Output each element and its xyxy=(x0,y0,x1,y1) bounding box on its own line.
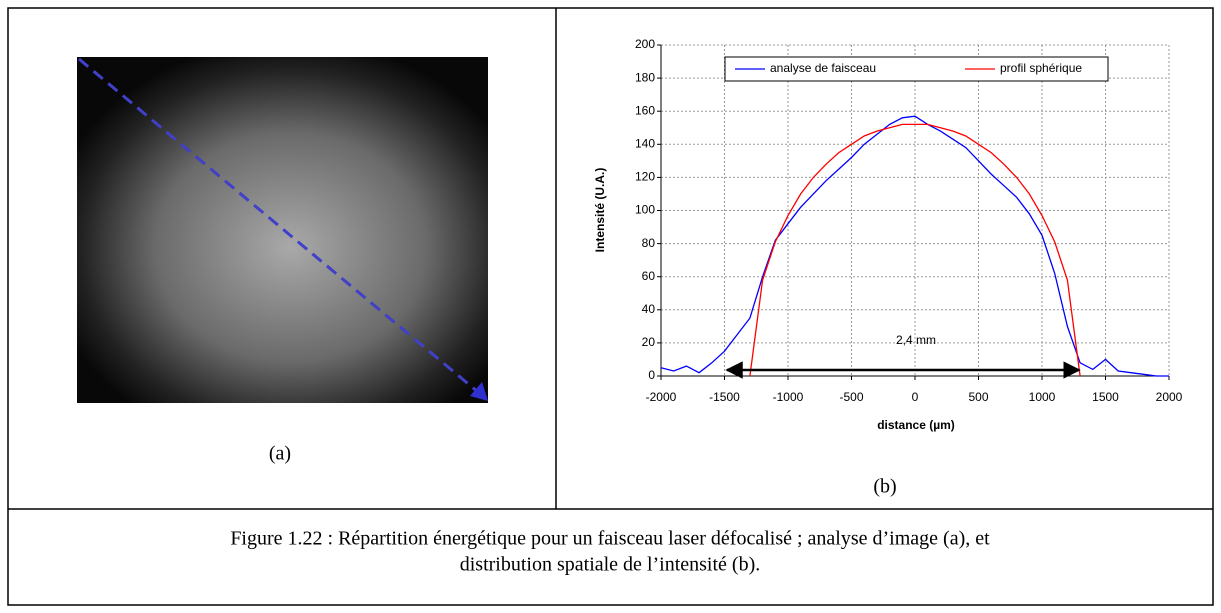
caption-line: Figure 1.22 : Répartition énergétique po… xyxy=(230,528,990,550)
panel-label: (b) xyxy=(873,476,896,498)
x-tick-label: -1500 xyxy=(709,390,740,404)
y-tick-label: 100 xyxy=(635,203,655,217)
y-tick-label: 140 xyxy=(635,136,655,150)
x-tick-label: 500 xyxy=(968,390,988,404)
y-tick-label: 0 xyxy=(648,368,655,382)
x-axis-title: distance (µm) xyxy=(877,418,955,432)
legend-label: profil sphérique xyxy=(1000,61,1082,75)
annotation: 2,4 mm xyxy=(896,333,936,347)
y-tick-label: 120 xyxy=(635,170,655,184)
y-tick-label: 40 xyxy=(642,302,656,316)
y-tick-label: 20 xyxy=(642,335,656,349)
y-tick-label: 80 xyxy=(642,236,656,250)
x-tick-label: -1000 xyxy=(773,390,804,404)
y-tick-label: 60 xyxy=(642,269,656,283)
panel-label: (a) xyxy=(269,443,291,465)
y-tick-label: 180 xyxy=(635,70,655,84)
x-tick-label: -500 xyxy=(839,390,863,404)
x-tick-label: 1000 xyxy=(1029,390,1056,404)
profile-arrowhead xyxy=(470,382,488,401)
profile-line xyxy=(78,57,479,394)
legend-label: analyse de faisceau xyxy=(770,61,876,75)
legend-box xyxy=(724,56,1109,82)
x-tick-label: -2000 xyxy=(646,390,677,404)
y-tick-label: 200 xyxy=(635,37,655,51)
y-tick-label: 160 xyxy=(635,103,655,117)
y-axis-title: Intensité (U.A.) xyxy=(593,168,607,253)
table-border xyxy=(7,7,1214,606)
x-tick-label: 1500 xyxy=(1092,390,1119,404)
series-line xyxy=(749,123,1081,377)
x-tick-label: 0 xyxy=(912,390,919,404)
series-line xyxy=(660,115,1169,377)
x-tick-label: 2000 xyxy=(1156,390,1183,404)
caption-line: distribution spatiale de l’intensité (b)… xyxy=(460,554,761,576)
